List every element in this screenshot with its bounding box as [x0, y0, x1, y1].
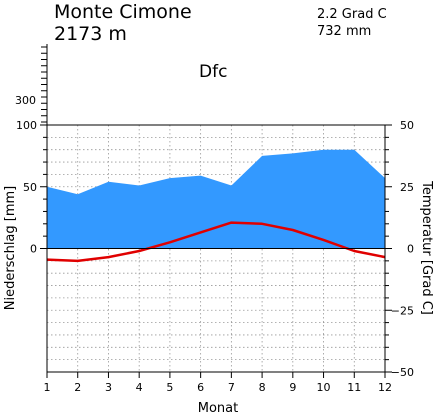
left-tick-label: 100 [16, 119, 37, 132]
left-tick-label: 50 [23, 181, 37, 194]
x-tick-label: 4 [136, 381, 143, 394]
upper-precip-ticks [41, 46, 47, 123]
right-tick-label: −50 [391, 366, 414, 379]
x-tick-label: 1 [44, 381, 51, 394]
x-tick-label: 8 [259, 381, 266, 394]
right-tick-label: 50 [400, 119, 414, 132]
y-axis-label-left: Niederschlag [mm] [3, 186, 18, 311]
right-tick-label: −25 [391, 304, 414, 317]
left-axis-ticks: 100 50 0 [16, 119, 47, 256]
x-axis-ticks: 1 2 3 4 5 6 7 8 9 10 11 12 [44, 372, 392, 394]
mean-temperature: 2.2 Grad C [317, 7, 387, 22]
precipitation-layer [47, 149, 385, 249]
x-tick-label: 7 [228, 381, 235, 394]
x-tick-label: 9 [289, 381, 296, 394]
x-tick-label: 5 [166, 381, 173, 394]
climate-class: Dfc [199, 62, 227, 82]
x-tick-label: 10 [317, 381, 331, 394]
station-elevation: 2173 m [54, 23, 127, 45]
right-tick-label: 0 [407, 243, 414, 256]
x-tick-label: 2 [74, 381, 81, 394]
precipitation-area [47, 149, 385, 249]
x-tick-label: 12 [378, 381, 392, 394]
x-tick-label: 6 [197, 381, 204, 394]
x-tick-label: 3 [105, 381, 112, 394]
x-axis-label: Monat [198, 401, 238, 416]
upper-precip-tick-label: 300 [15, 94, 36, 107]
temperature-layer [46, 221, 386, 263]
station-name: Monte Cimone [54, 1, 192, 23]
right-axis-ticks: 50 25 0 −25 −50 [385, 119, 414, 379]
y-axis-label-right: Temperatur [Grad C] [419, 180, 434, 315]
annual-precipitation: 732 mm [317, 24, 371, 39]
left-tick-label: 0 [30, 243, 37, 256]
x-tick-label: 11 [347, 381, 361, 394]
temperature-line [46, 221, 386, 263]
right-tick-label: 25 [400, 181, 414, 194]
